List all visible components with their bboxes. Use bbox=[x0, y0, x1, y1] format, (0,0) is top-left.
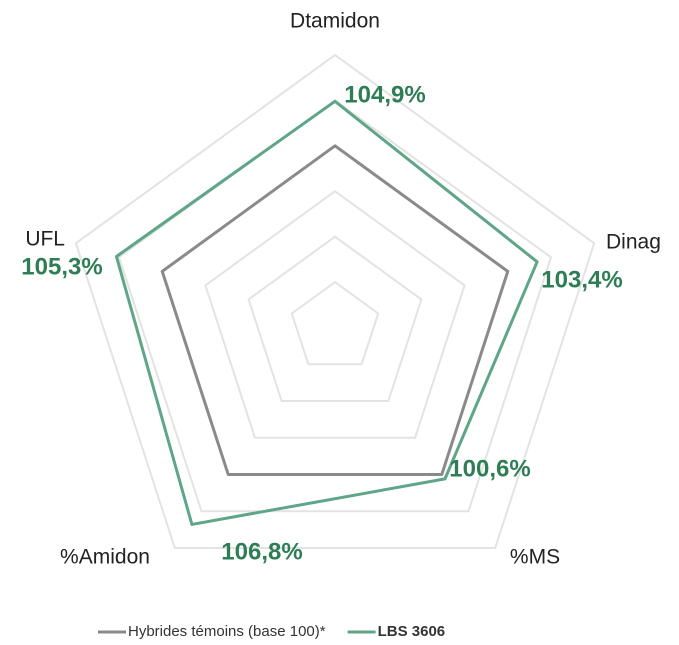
series-line bbox=[114, 99, 539, 526]
grid-ring bbox=[247, 235, 423, 402]
axis-label: Dtamidon bbox=[290, 10, 380, 33]
value-label: 104,9% bbox=[344, 81, 425, 108]
value-label: 103,4% bbox=[541, 266, 622, 293]
grid-ring bbox=[290, 280, 380, 366]
legend-label: Hybrides témoins (base 100)* bbox=[128, 623, 326, 640]
legend-label: LBS 3606 bbox=[378, 623, 446, 640]
grid-ring bbox=[204, 190, 466, 439]
axis-label: UFL bbox=[25, 228, 65, 251]
axis-label: Dinag bbox=[606, 231, 661, 254]
axis-label: %Amidon bbox=[60, 546, 150, 569]
axis-label: %MS bbox=[510, 546, 560, 569]
series-line bbox=[160, 144, 510, 476]
grid-ring bbox=[74, 53, 596, 549]
value-label: 105,3% bbox=[21, 253, 102, 280]
grid-ring bbox=[117, 99, 553, 513]
value-label: 106,8% bbox=[221, 538, 302, 565]
value-label: 100,6% bbox=[449, 455, 530, 482]
